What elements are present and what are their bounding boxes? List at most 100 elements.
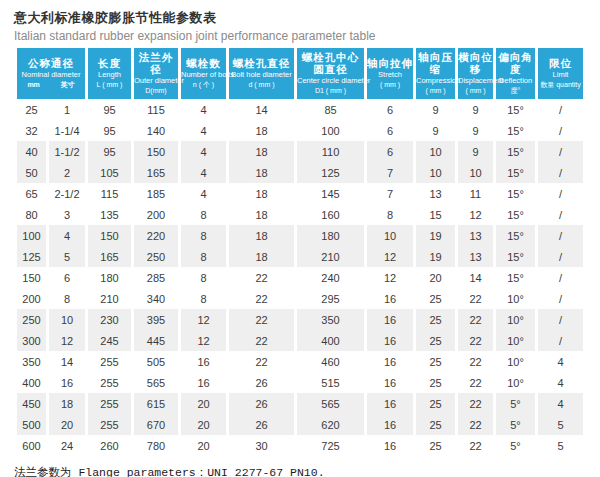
cell: 19	[416, 246, 455, 267]
cell: 1	[49, 99, 85, 120]
cell: 15°	[496, 267, 535, 288]
cell: 9	[416, 120, 455, 141]
cell: 20	[181, 435, 226, 456]
table-row: 150618028582224012201415°/	[17, 267, 583, 288]
cell: 255	[88, 393, 131, 414]
cell: 22	[458, 330, 493, 351]
page-title: 意大利标准橡胶膨胀节性能参数表	[14, 9, 586, 27]
unit-label: 英寸	[61, 81, 75, 89]
cell: 16	[49, 372, 85, 393]
cell: /	[538, 309, 583, 330]
cell: 12	[181, 309, 226, 330]
cell: 125	[297, 162, 364, 183]
cell: 5	[49, 246, 85, 267]
cell: 14	[49, 351, 85, 372]
cell: 200	[17, 288, 46, 309]
cell: 400	[297, 330, 364, 351]
cell: 150	[134, 141, 178, 162]
cell: 670	[134, 414, 178, 435]
cell: 13	[458, 246, 493, 267]
cell: 20	[416, 267, 455, 288]
col-header: 轴向压缩Compression( mm )	[416, 48, 455, 99]
cell: 255	[88, 414, 131, 435]
cell: 25	[416, 414, 455, 435]
cell: 30	[229, 435, 294, 456]
table-row: 321-1/49514041810069915°/	[17, 120, 583, 141]
cell: 4	[538, 393, 583, 414]
cell: 135	[88, 204, 131, 225]
unit-label: mm	[27, 81, 39, 89]
cell: 145	[297, 183, 364, 204]
table-row: 4501825561520265651625225°4	[17, 393, 583, 414]
cell: 4	[49, 225, 85, 246]
cell: 1-1/4	[49, 120, 85, 141]
cell: 32	[17, 120, 46, 141]
table-row: 6002426078020307251625225°5	[17, 435, 583, 456]
page-subtitle: Italian standard rubber expansion joint …	[14, 29, 586, 43]
cell: 15°	[496, 99, 535, 120]
table-row: 401-1/295150418110610915°/	[17, 141, 583, 162]
cell: 22	[229, 288, 294, 309]
cell: 80	[17, 204, 46, 225]
cell: 165	[88, 246, 131, 267]
cell: 25	[416, 435, 455, 456]
cell: 260	[88, 435, 131, 456]
cell: 10	[416, 141, 455, 162]
cell: 300	[17, 330, 46, 351]
cell: 10	[49, 309, 85, 330]
cell: 15°	[496, 141, 535, 162]
cell: 8	[367, 204, 413, 225]
cell: 25	[416, 288, 455, 309]
table-row: 25010230395122235016252210°/	[17, 309, 583, 330]
cell: /	[538, 141, 583, 162]
cell: /	[538, 120, 583, 141]
cell: 20	[181, 414, 226, 435]
cell: 9	[458, 99, 493, 120]
cell: 4	[538, 351, 583, 372]
cell: 9	[458, 120, 493, 141]
cell: 615	[134, 393, 178, 414]
cell: 10°	[496, 288, 535, 309]
cell: 8	[181, 267, 226, 288]
cell: 5	[538, 435, 583, 456]
table-row: 35014255505162246016252210°4	[17, 351, 583, 372]
cell: 12	[458, 204, 493, 225]
cell: 6	[367, 120, 413, 141]
table-row: 30012245445122240016252210°/	[17, 330, 583, 351]
cell: 110	[297, 141, 364, 162]
cell: 15°	[496, 162, 535, 183]
cell: 18	[229, 225, 294, 246]
cell: 24	[49, 435, 85, 456]
cell: 22	[458, 288, 493, 309]
cell: 10°	[496, 309, 535, 330]
col-header: 偏向角度Deflection度°	[496, 48, 535, 99]
cell: 160	[297, 204, 364, 225]
cell: 5°	[496, 435, 535, 456]
cell: 95	[88, 141, 131, 162]
cell: 11	[458, 183, 493, 204]
cell: 14	[458, 267, 493, 288]
cell: 25	[416, 309, 455, 330]
cell: 450	[17, 393, 46, 414]
cell: 12	[181, 330, 226, 351]
cell: 100	[17, 225, 46, 246]
cell: 12	[367, 246, 413, 267]
cell: 16	[181, 351, 226, 372]
cell: 4	[181, 183, 226, 204]
cell: 115	[134, 99, 178, 120]
cell: 16	[367, 330, 413, 351]
cell: 50	[17, 162, 46, 183]
table-row: 125516525081821012191315°/	[17, 246, 583, 267]
title-block: 意大利标准橡胶膨胀节性能参数表 Italian standard rubber …	[14, 9, 586, 43]
cell: 10	[367, 225, 413, 246]
cell: 18	[229, 204, 294, 225]
cell: 18	[229, 120, 294, 141]
footnote: 法兰参数为 Flange parameters：UNI 2277-67 PN10…	[14, 465, 586, 477]
cell: /	[538, 99, 583, 120]
cell: 150	[17, 267, 46, 288]
cell: 140	[134, 120, 178, 141]
table-row: 5002025567020266201625225°5	[17, 414, 583, 435]
col-header: 限位Limit数量 quantity	[538, 48, 583, 99]
cell: 100	[297, 120, 364, 141]
cell: 65	[17, 183, 46, 204]
